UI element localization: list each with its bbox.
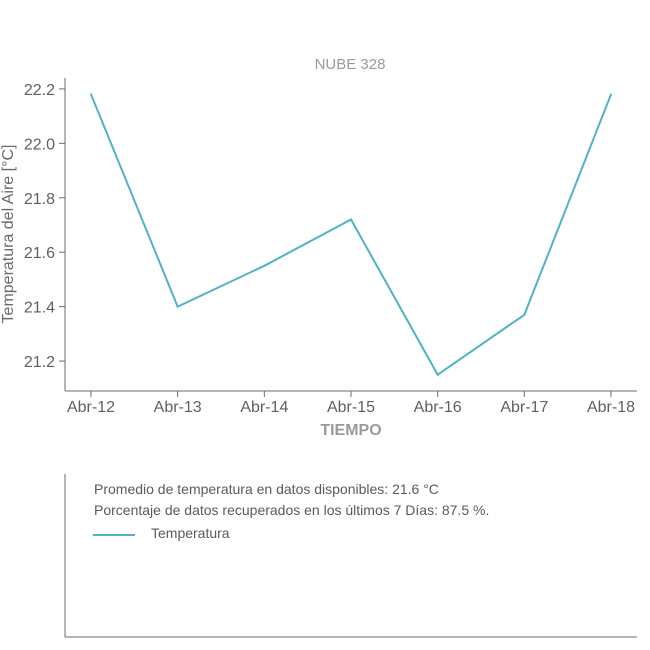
x-tick-label: Abr-16 <box>414 399 462 416</box>
y-tick-label: 21.4 <box>24 300 55 317</box>
y-axis-ticks: 21.2 21.4 21.6 21.8 22.0 22.2 <box>24 82 65 371</box>
y-axis-label: Temperatura del Aire [°C] <box>0 145 17 324</box>
average-temperature-text: Promedio de temperatura en datos disponi… <box>94 481 439 497</box>
x-tick-label: Abr-15 <box>327 399 375 416</box>
x-tick-label: Abr-13 <box>154 399 202 416</box>
chart-title: NUBE 328 <box>315 56 386 73</box>
data-point <box>176 305 179 308</box>
data-point <box>263 264 266 267</box>
data-point <box>90 93 92 96</box>
y-tick-label: 21.6 <box>24 245 55 262</box>
x-tick-label: Abr-14 <box>240 399 288 416</box>
y-tick-label: 22.0 <box>24 136 55 153</box>
x-tick-label: Abr-18 <box>587 399 635 416</box>
y-tick-label: 22.2 <box>24 82 55 99</box>
y-tick-label: 21.2 <box>24 354 55 371</box>
y-tick-label: 21.8 <box>24 191 55 208</box>
data-point <box>350 218 352 221</box>
series-points <box>90 93 612 376</box>
x-axis-ticks: Abr-12 Abr-13 Abr-14 Abr-15 Abr-16 Abr-17 Abr-… <box>67 391 635 416</box>
legend-label: Temperatura <box>151 525 230 541</box>
x-tick-label: Abr-12 <box>67 399 115 416</box>
x-tick-label: Abr-17 <box>500 399 548 416</box>
x-axis-label: TIEMPO <box>320 422 381 439</box>
data-point <box>436 373 439 376</box>
temperature-series-line <box>90 93 612 377</box>
data-recovered-text: Porcentaje de datos recuperados en los ú… <box>94 502 489 518</box>
data-point <box>610 93 612 96</box>
data-point <box>523 313 526 316</box>
